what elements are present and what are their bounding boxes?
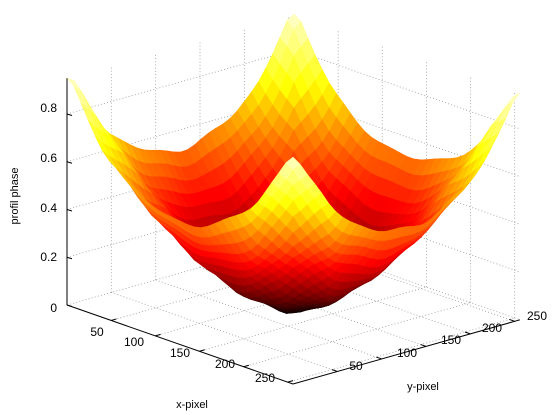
grid-line bbox=[66, 144, 295, 210]
grid-line bbox=[111, 255, 339, 321]
grid-line bbox=[155, 271, 383, 337]
x-tick-label: 200 bbox=[215, 357, 235, 371]
x-tick bbox=[243, 364, 250, 368]
x-tick bbox=[111, 318, 117, 321]
x-axis-line bbox=[66, 304, 294, 385]
z-axis-label: profil phase bbox=[9, 168, 21, 225]
y-tick-label: 150 bbox=[441, 333, 461, 347]
z-tick bbox=[66, 256, 73, 260]
x-tick-label: 100 bbox=[124, 335, 144, 349]
y-tick bbox=[376, 356, 382, 360]
z-tick-label: 0.8 bbox=[40, 101, 57, 115]
axes-layer bbox=[66, 78, 521, 385]
z-tick-label: 0.4 bbox=[40, 201, 57, 215]
x-tick bbox=[287, 380, 294, 383]
z-tick bbox=[66, 161, 73, 164]
y-axis-line bbox=[292, 319, 521, 385]
grid-line bbox=[199, 286, 427, 352]
y-tick-label: 250 bbox=[527, 309, 547, 323]
y-tick bbox=[420, 344, 427, 347]
z-tick bbox=[66, 209, 73, 212]
surface-patch bbox=[505, 92, 521, 107]
x-axis-label: x-pixel bbox=[176, 399, 208, 411]
x-tick bbox=[199, 349, 205, 352]
grid-line bbox=[287, 317, 515, 383]
y-tick-label: 100 bbox=[397, 346, 417, 360]
z-tick-label: 0.2 bbox=[40, 250, 57, 264]
z-tick bbox=[66, 113, 73, 116]
y-axis-label: y-pixel bbox=[407, 381, 439, 393]
y-tick-label: 50 bbox=[349, 359, 363, 373]
x-tick-label: 150 bbox=[170, 346, 190, 360]
z-tick-label: 0 bbox=[50, 301, 57, 315]
surface-patch bbox=[66, 77, 82, 92]
grid-line bbox=[66, 240, 295, 306]
z-tick bbox=[66, 304, 73, 307]
grid-line bbox=[66, 49, 295, 115]
y-tick bbox=[331, 369, 338, 372]
x-tick bbox=[155, 333, 161, 337]
surface-patch bbox=[73, 85, 89, 111]
grid-line bbox=[66, 192, 295, 258]
surface-patch bbox=[285, 156, 301, 170]
x-tick-label: 50 bbox=[90, 325, 104, 339]
x-tick-label: 250 bbox=[255, 371, 275, 385]
surface-layer bbox=[66, 13, 521, 314]
z-tick-label: 0.6 bbox=[40, 151, 57, 165]
grid-line bbox=[243, 302, 471, 368]
y-tick bbox=[464, 331, 471, 335]
y-tick-label: 200 bbox=[482, 321, 502, 335]
y-tick bbox=[509, 318, 515, 322]
